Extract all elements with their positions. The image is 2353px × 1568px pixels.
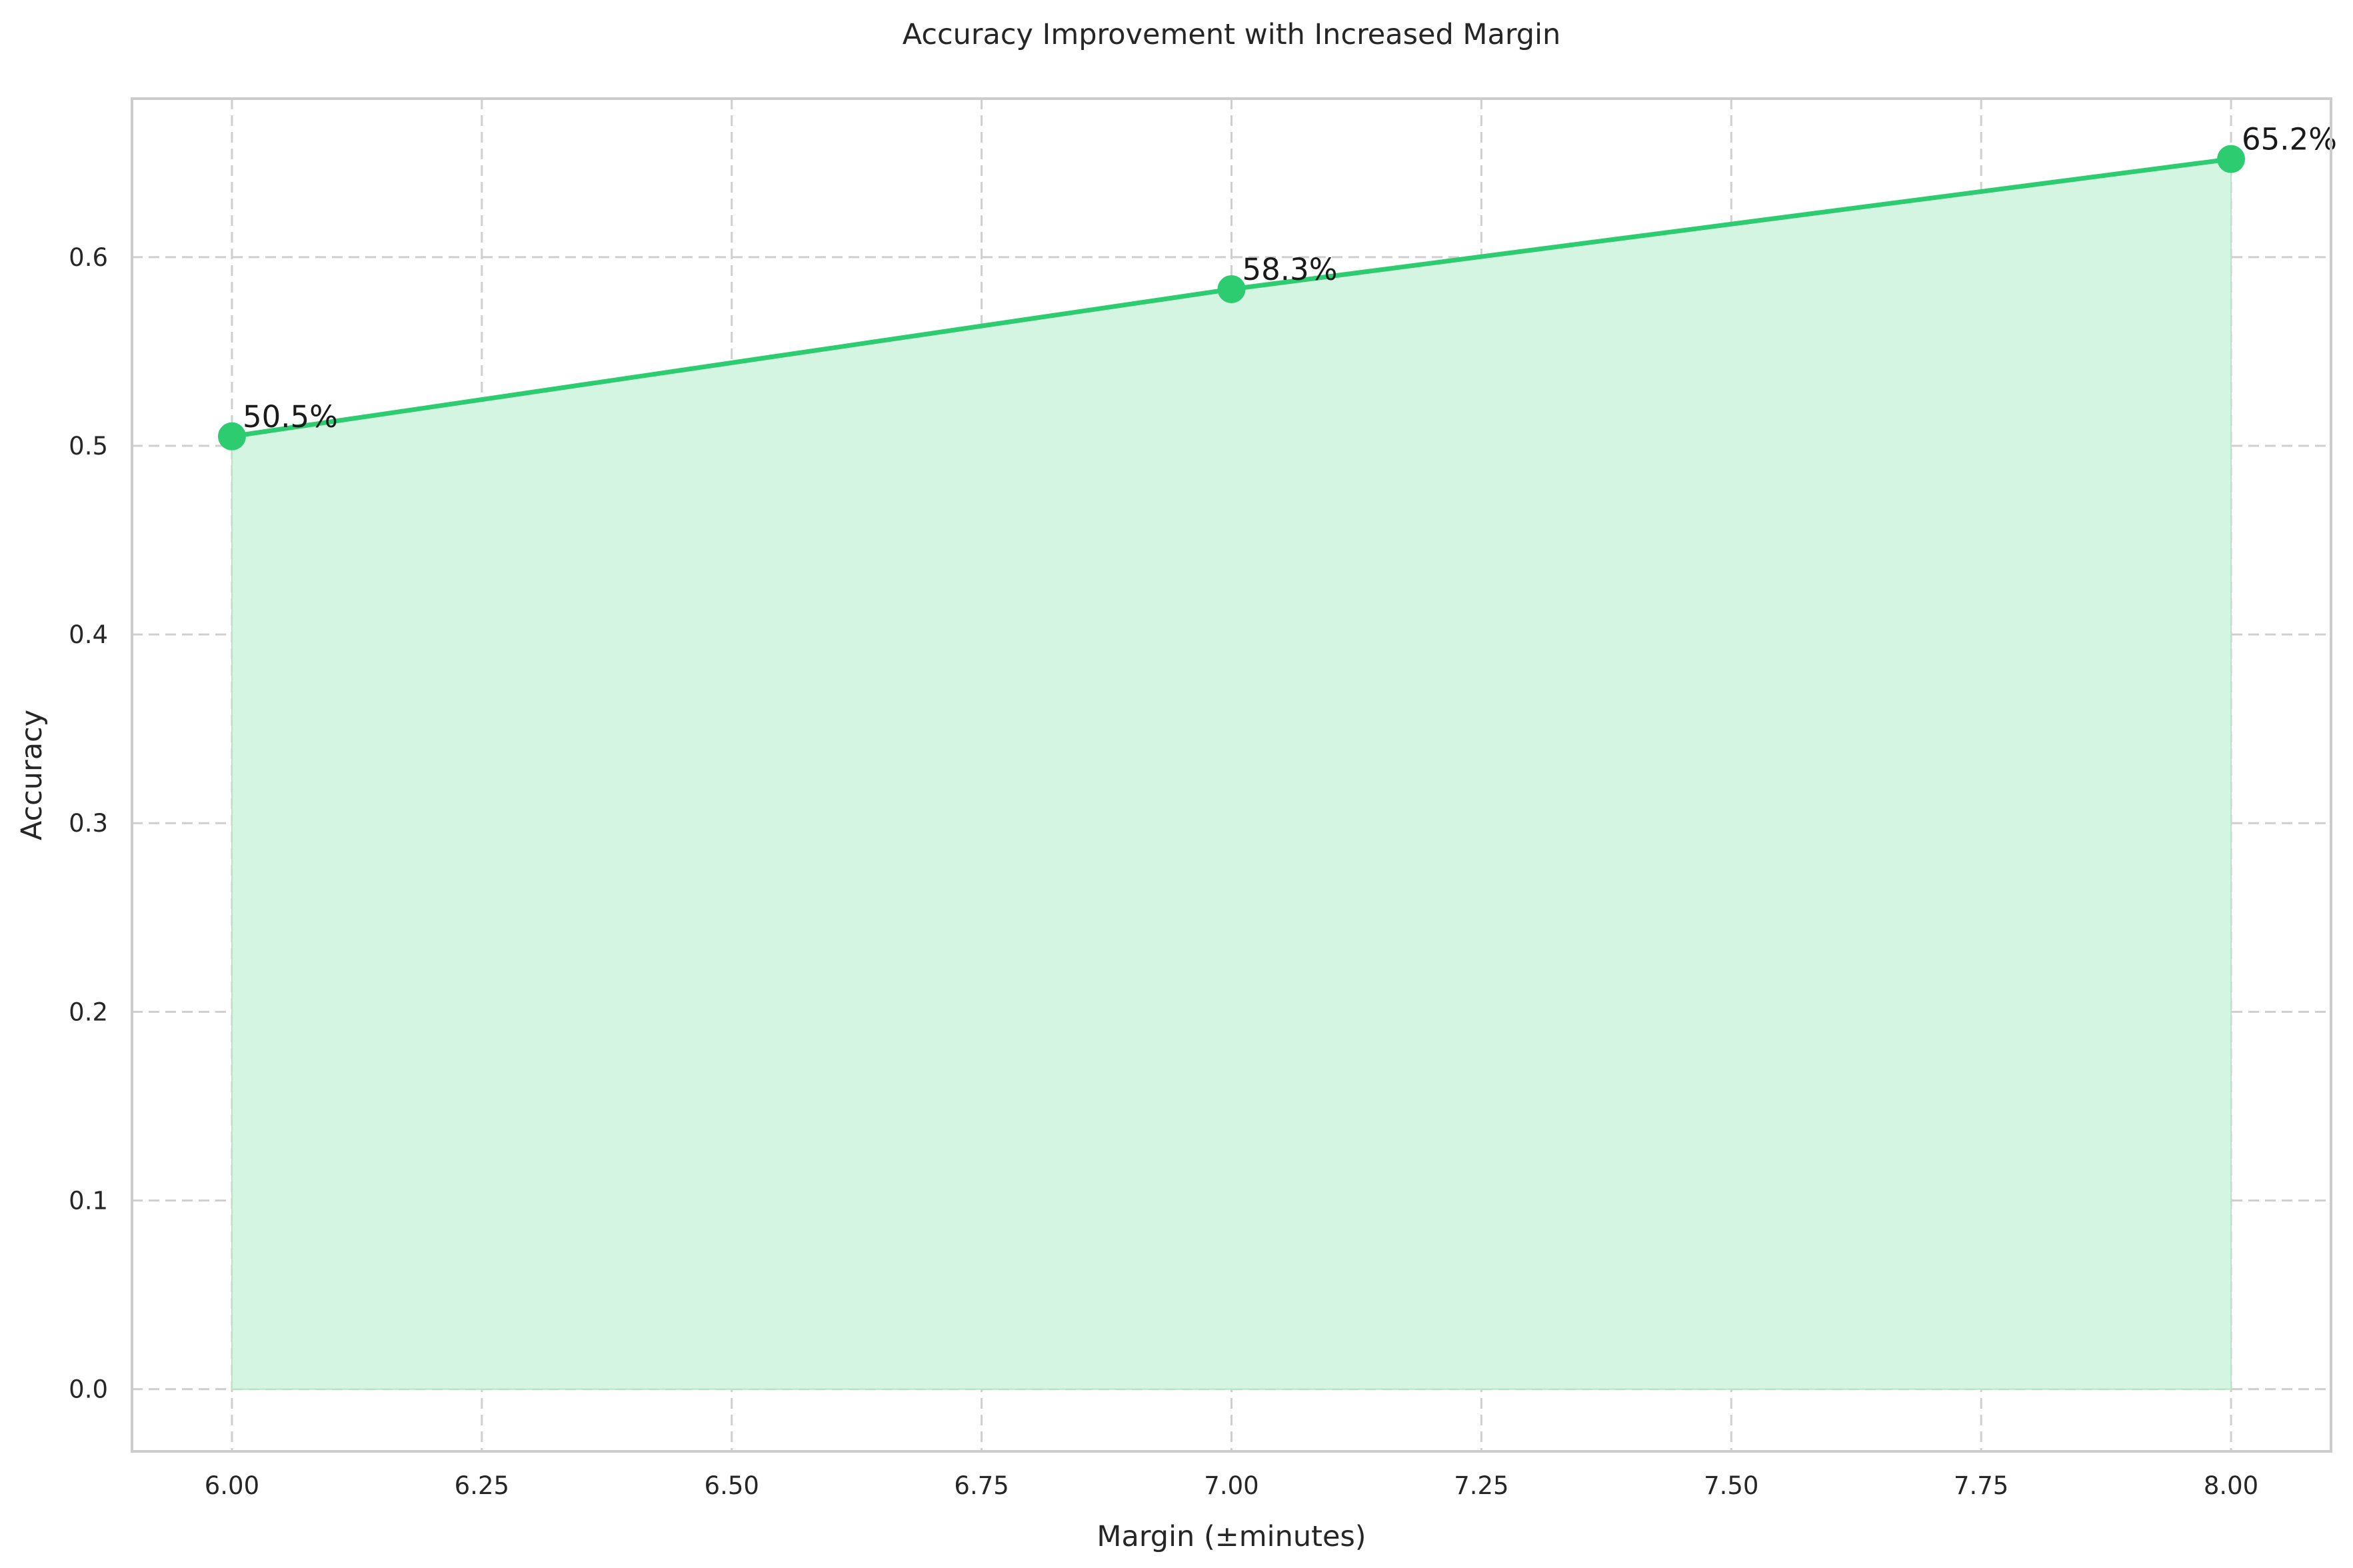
x-tick-label: 6.00 xyxy=(205,1471,259,1500)
x-axis-ticks: 6.00 6.25 6.50 6.75 7.00 7.25 7.50 7.75 8.00 xyxy=(205,1471,2258,1500)
x-tick-label: 7.00 xyxy=(1204,1471,1258,1500)
data-point xyxy=(2217,145,2246,173)
chart-title: Accuracy Improvement with Increased Marg… xyxy=(903,18,1561,51)
data-label: 58.3% xyxy=(1242,252,1338,287)
x-tick-label: 7.75 xyxy=(1954,1471,2008,1500)
y-tick-label: 0.4 xyxy=(69,620,108,649)
x-tick-label: 6.75 xyxy=(954,1471,1009,1500)
x-tick-label: 7.25 xyxy=(1454,1471,1508,1500)
y-axis-ticks: 0.0 0.1 0.2 0.3 0.4 0.5 0.6 xyxy=(69,243,108,1404)
x-tick-label: 6.25 xyxy=(455,1471,509,1500)
data-label: 50.5% xyxy=(243,399,338,434)
y-tick-label: 0.2 xyxy=(69,998,108,1026)
x-tick-label: 6.50 xyxy=(705,1471,759,1500)
x-tick-label: 8.00 xyxy=(2204,1471,2258,1500)
y-tick-label: 0.1 xyxy=(69,1186,108,1215)
x-axis-label: Margin (±minutes) xyxy=(1097,1520,1366,1553)
data-points xyxy=(217,145,2246,450)
y-tick-label: 0.0 xyxy=(69,1375,108,1404)
y-tick-label: 0.5 xyxy=(69,432,108,460)
y-tick-label: 0.6 xyxy=(69,243,108,272)
data-label: 65.2% xyxy=(2242,122,2337,157)
data-point xyxy=(217,422,246,450)
data-point xyxy=(1217,275,1246,303)
data-labels: 50.5% 58.3% 65.2% xyxy=(243,122,2337,434)
y-tick-label: 0.3 xyxy=(69,809,108,838)
plot-frame xyxy=(131,97,2332,1453)
x-tick-label: 7.50 xyxy=(1704,1471,1758,1500)
y-axis-label: Accuracy xyxy=(15,710,49,840)
